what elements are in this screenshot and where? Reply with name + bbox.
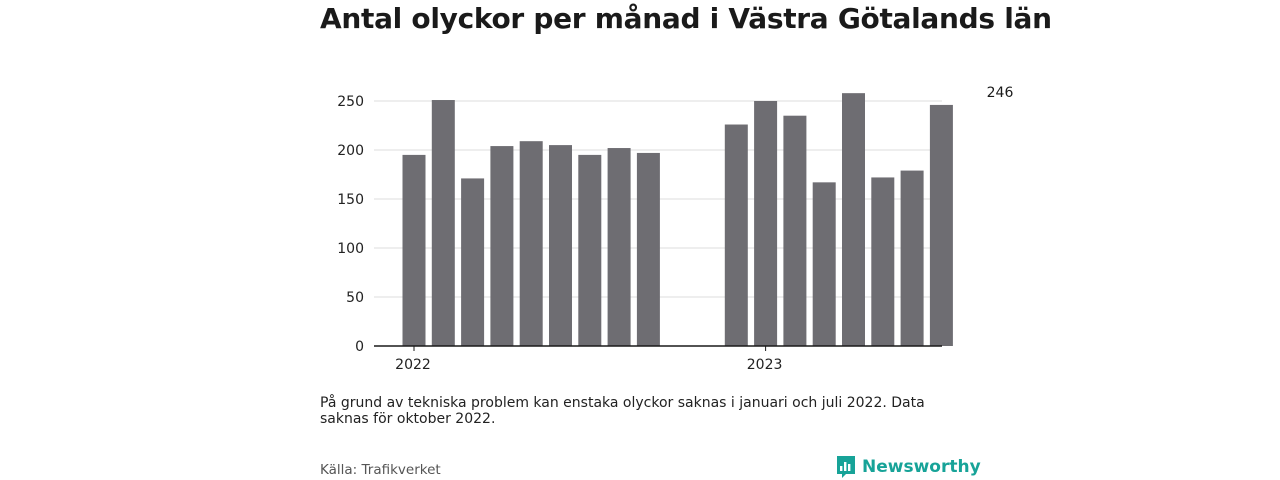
bar-2023-05 — [871, 177, 895, 346]
bar-2022-12 — [724, 124, 748, 347]
bar-2022-01 — [402, 154, 426, 346]
y-tick-label: 50 — [346, 290, 364, 306]
bar-2023-02 — [783, 115, 807, 346]
newsworthy-logo[interactable]: Newsworthy — [836, 455, 981, 479]
bar-2022-03 — [461, 178, 485, 346]
chart-title: Antal olyckor per månad i Västra Götalan… — [320, 2, 1052, 35]
bar-2022-04 — [490, 146, 514, 346]
y-tick-label: 0 — [355, 339, 364, 355]
bar-2022-05 — [519, 141, 543, 346]
footnote: På grund av tekniska problem kan enstaka… — [320, 395, 925, 427]
y-tick-label: 250 — [337, 94, 364, 110]
data-labels: 246 — [987, 85, 1014, 101]
bar-2022-02 — [431, 100, 455, 347]
data-label: 246 — [987, 85, 1014, 101]
x-tick-label: 2022 — [395, 357, 431, 373]
bar-2022-09 — [636, 152, 660, 346]
bar-2023-03 — [812, 182, 836, 346]
y-tick-label: 200 — [337, 143, 364, 159]
bar-2022-08 — [607, 148, 631, 346]
bar-2023-04 — [842, 93, 865, 346]
bar-chart: 0 50 100 150 200 250 246 2022 2023 — [337, 85, 1014, 373]
bar-2023-07 — [929, 104, 953, 346]
bar-2022-07 — [578, 154, 602, 346]
bar-2023-01 — [754, 101, 778, 346]
newsworthy-logo-icon — [837, 456, 855, 478]
bar-2022-06 — [549, 145, 572, 346]
x-tick-label: 2023 — [747, 357, 783, 373]
y-tick-label: 100 — [337, 241, 364, 257]
y-tick-label: 150 — [337, 192, 364, 208]
newsworthy-logo-text: Newsworthy — [862, 457, 981, 477]
bars — [402, 93, 953, 347]
x-axis-tick-labels: 2022 2023 — [395, 346, 782, 373]
y-axis-tick-labels: 0 50 100 150 200 250 — [337, 94, 364, 355]
source-text: Källa: Trafikverket — [320, 462, 441, 478]
bar-2023-06 — [900, 170, 924, 346]
